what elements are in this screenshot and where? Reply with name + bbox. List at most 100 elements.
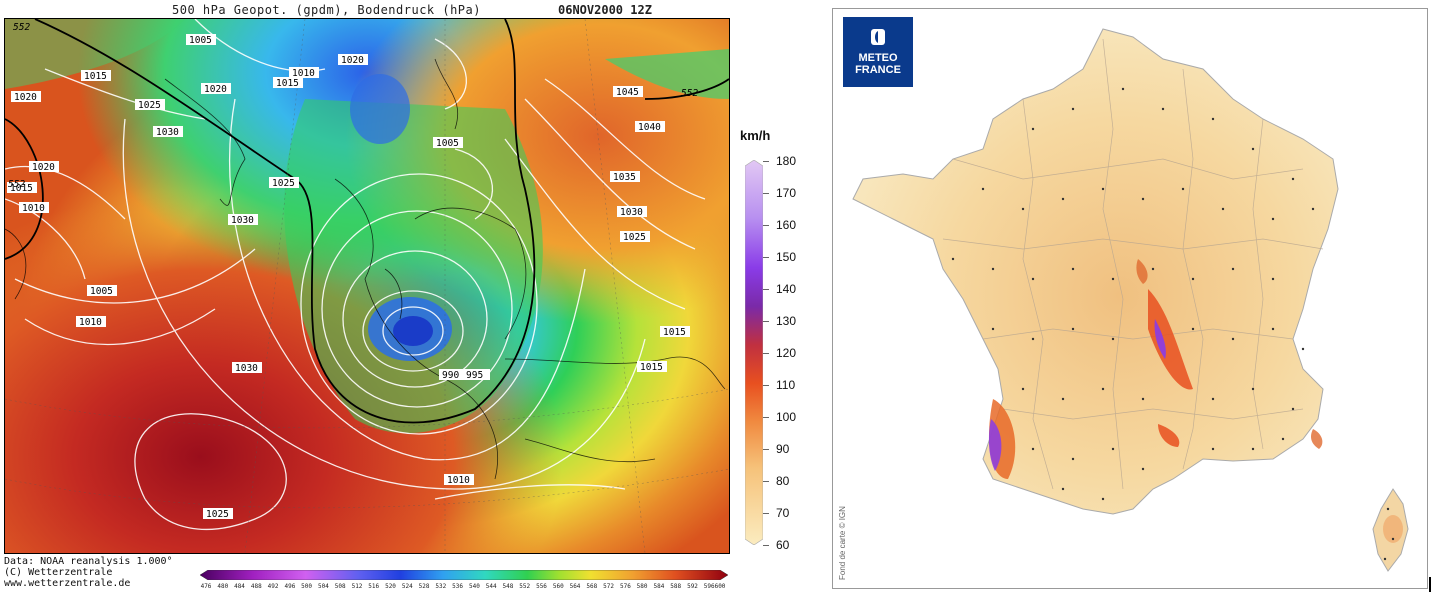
legend-label: 110 [776,378,796,392]
france-gust-map [852,28,1409,572]
isobar-label: 1035 [610,171,640,183]
colorbar-tick: 476 [200,583,212,590]
isobar-label: 1015 [7,182,37,194]
legend-label: 120 [776,346,797,360]
isobar-label: 1010 [19,202,49,214]
text-cursor-mark [1429,577,1431,592]
station-markers [951,87,1395,561]
isobar-label: 995 [464,369,490,381]
isobar-label: 1015 [660,326,690,338]
colorbar-tick: 504 [317,583,329,590]
colorbar-tick: 552 [519,583,531,590]
legend-label: 90 [776,442,790,456]
colorbar-tick: 580 [636,583,648,590]
colorbar-tick: 564 [569,583,581,590]
data-credit: Data: NOAA reanalysis 1.000° (C) Wetterz… [4,556,173,589]
svg-text:1025: 1025 [138,100,161,111]
isobar-label: 1005 [87,285,117,297]
svg-text:1030: 1030 [620,207,643,218]
geopotential-map: 1005 1015 1010 1020 1020 1015 1025 1030 … [4,18,730,554]
logo-icon [871,29,885,45]
svg-text:1035: 1035 [613,172,636,183]
isobar-label: 1020 [201,83,231,95]
colorbar-tick: 536 [452,583,464,590]
svg-text:1015: 1015 [10,183,33,194]
isobar-label: 1020 [29,161,59,173]
colorbar-tick: 576 [619,583,631,590]
isobar-label: 990 [439,369,465,381]
france-mainland [852,28,1339,515]
colorbar-tick: 572 [603,583,615,590]
isobar-label: 1015 [81,70,111,82]
svg-text:1020: 1020 [32,162,55,173]
svg-text:1005: 1005 [189,35,212,46]
svg-text:1020: 1020 [14,92,37,103]
colorbar-tick: 488 [250,583,262,590]
colorbar-tick: 540 [468,583,480,590]
colorbar-tick: 568 [586,583,598,590]
geopot-label: 552 [13,22,30,33]
svg-text:1005: 1005 [90,286,113,297]
legend-label: 170 [776,186,797,200]
colorbar-tick: 532 [435,583,447,590]
svg-text:1015: 1015 [663,327,686,338]
colorbar-tick: 524 [401,583,413,590]
svg-text:1010: 1010 [292,68,315,79]
isobar-label: 1020 [11,91,41,103]
map-date: 06NOV2000 12Z [558,3,652,17]
logo-text-meteo: METEO [858,52,898,64]
isobar-label: 1045 [613,86,643,98]
legend-label: 100 [776,410,797,424]
svg-text:1015: 1015 [640,362,663,373]
svg-text:1020: 1020 [341,55,364,66]
isobar-label: 1040 [635,121,665,133]
geopot-label: 552 [681,88,698,99]
legend-label: 70 [776,506,790,520]
colorbar-tick: 528 [418,583,430,590]
map-title: 500 hPa Geopot. (gpdm), Bodendruck (hPa) [172,3,481,17]
isobar-label: 1025 [269,177,299,189]
colorbar-tick: 512 [351,583,363,590]
isobar-label: 1030 [617,206,647,218]
colorbar-tick: 516 [368,583,380,590]
colorbar-ticks: 476 480 484 488 492 496 500 504 508 512 … [201,583,726,592]
wind-gust-map-panel: METEO FRANCE [832,8,1428,589]
isobar-label: 1025 [620,231,650,243]
isobar-label: 1025 [203,508,233,520]
legend-label: 160 [776,218,797,232]
isobar-label: 1015 [637,361,667,373]
isobar-label: 1010 [444,474,474,486]
svg-text:1030: 1030 [231,215,254,226]
legend-label: 130 [776,314,797,328]
isobar-label: 1005 [186,34,216,46]
svg-text:1005: 1005 [436,138,459,149]
geopotential-field-svg: 1005 1015 1010 1020 1020 1015 1025 1030 … [5,19,729,553]
svg-text:995: 995 [466,370,483,381]
geopotential-map-panel: 500 hPa Geopot. (gpdm), Bodendruck (hPa)… [4,3,730,592]
isobar-label: 1030 [153,126,183,138]
svg-text:1030: 1030 [235,363,258,374]
colorbar-tick: 480 [217,583,229,590]
colorbar-tick: 544 [485,583,497,590]
isobar-label: 1020 [338,54,368,66]
legend-label: 80 [776,474,790,488]
svg-text:1010: 1010 [22,203,45,214]
colorbar-tick: 500 [301,583,313,590]
legend-label: 60 [776,538,790,552]
wind-legend-bar [745,160,763,545]
isobar-label: 1010 [76,316,106,328]
svg-text:1020: 1020 [204,84,227,95]
svg-text:1010: 1010 [79,317,102,328]
colorbar-tick: 592 [687,583,698,590]
logo-text-france: FRANCE [855,64,901,76]
meteo-france-logo: METEO FRANCE [843,17,913,87]
svg-text:1010: 1010 [447,475,470,486]
svg-text:1030: 1030 [156,127,179,138]
colorbar-tick: 548 [502,583,514,590]
svg-text:1040: 1040 [638,122,661,133]
legend-label: 140 [776,282,797,296]
isobar-label: 1025 [135,99,165,111]
isobar-label: 1015 [273,77,303,89]
isobar-label: 1010 [289,67,319,79]
svg-text:1015: 1015 [276,78,299,89]
